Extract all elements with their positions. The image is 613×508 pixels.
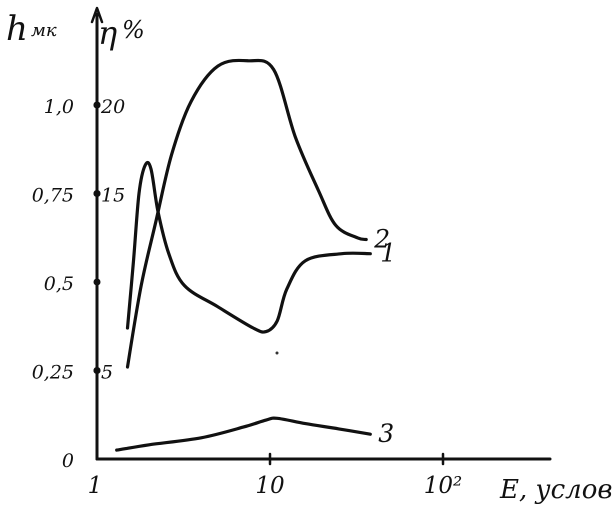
series-2-line: [125, 58, 368, 369]
y-axis-unit-eta: %: [122, 16, 145, 44]
ink-speck: [275, 351, 279, 355]
y-tick-label-h: 0,5: [44, 273, 74, 295]
labels-layer: 12 3: [373, 225, 396, 449]
series-1-line: [125, 160, 372, 334]
y-tick-label-eta: 15: [101, 185, 125, 207]
y-axis-title-eta: η: [98, 14, 117, 52]
x-tick-label: 10: [255, 473, 284, 499]
x-axis-title: E, услов: [499, 475, 613, 505]
y-tick-label-h: 0: [62, 450, 74, 472]
y-tick-label-h: 0,75: [32, 185, 74, 207]
series-3-label: 3: [378, 419, 394, 448]
series-1-label: 1: [380, 239, 396, 268]
y-tick-eta: [93, 190, 101, 197]
y-tick-eta: [93, 101, 101, 109]
x-tick-label: 1: [88, 473, 103, 499]
y-tick-label-eta: 5: [101, 362, 113, 384]
y-tick-h: [93, 278, 101, 286]
x-tick-label: 10²: [424, 473, 463, 499]
series-2-label: 2: [373, 225, 390, 254]
series-3-line: [115, 416, 372, 452]
y-tick-eta: [93, 367, 101, 374]
y-axis-title-h: h: [6, 9, 28, 49]
y-axis-unit-h: мк: [31, 20, 57, 41]
y-axis-arrow: [90, 6, 104, 24]
y-tick-label-h: 0,25: [32, 362, 74, 384]
series-layer: [115, 58, 372, 452]
axes: 1 10 10² 0 0,25 0,5 0,75 1,0 5 15 20 h мк η % E, услов: [6, 6, 613, 505]
y-tick-label-eta: 20: [100, 96, 125, 118]
y-tick-label-h: 1,0: [44, 96, 74, 118]
